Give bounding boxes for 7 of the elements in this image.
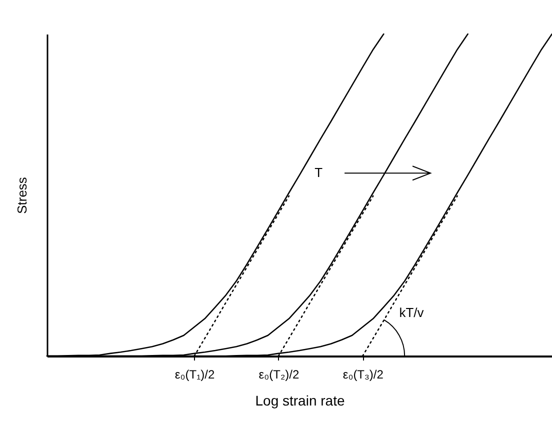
x-tick-label: ε₀(T₁)/2 [174, 368, 215, 382]
annotation: kT/v [399, 304, 424, 320]
annotation: T [314, 165, 323, 180]
y-axis-title: Stress [14, 176, 30, 214]
x-tick-label: ε₀(T₃)/2 [342, 368, 384, 382]
x-tick-label: ε₀(T₂)/2 [258, 368, 300, 382]
x-axis-title: Log strain rate [255, 392, 345, 408]
